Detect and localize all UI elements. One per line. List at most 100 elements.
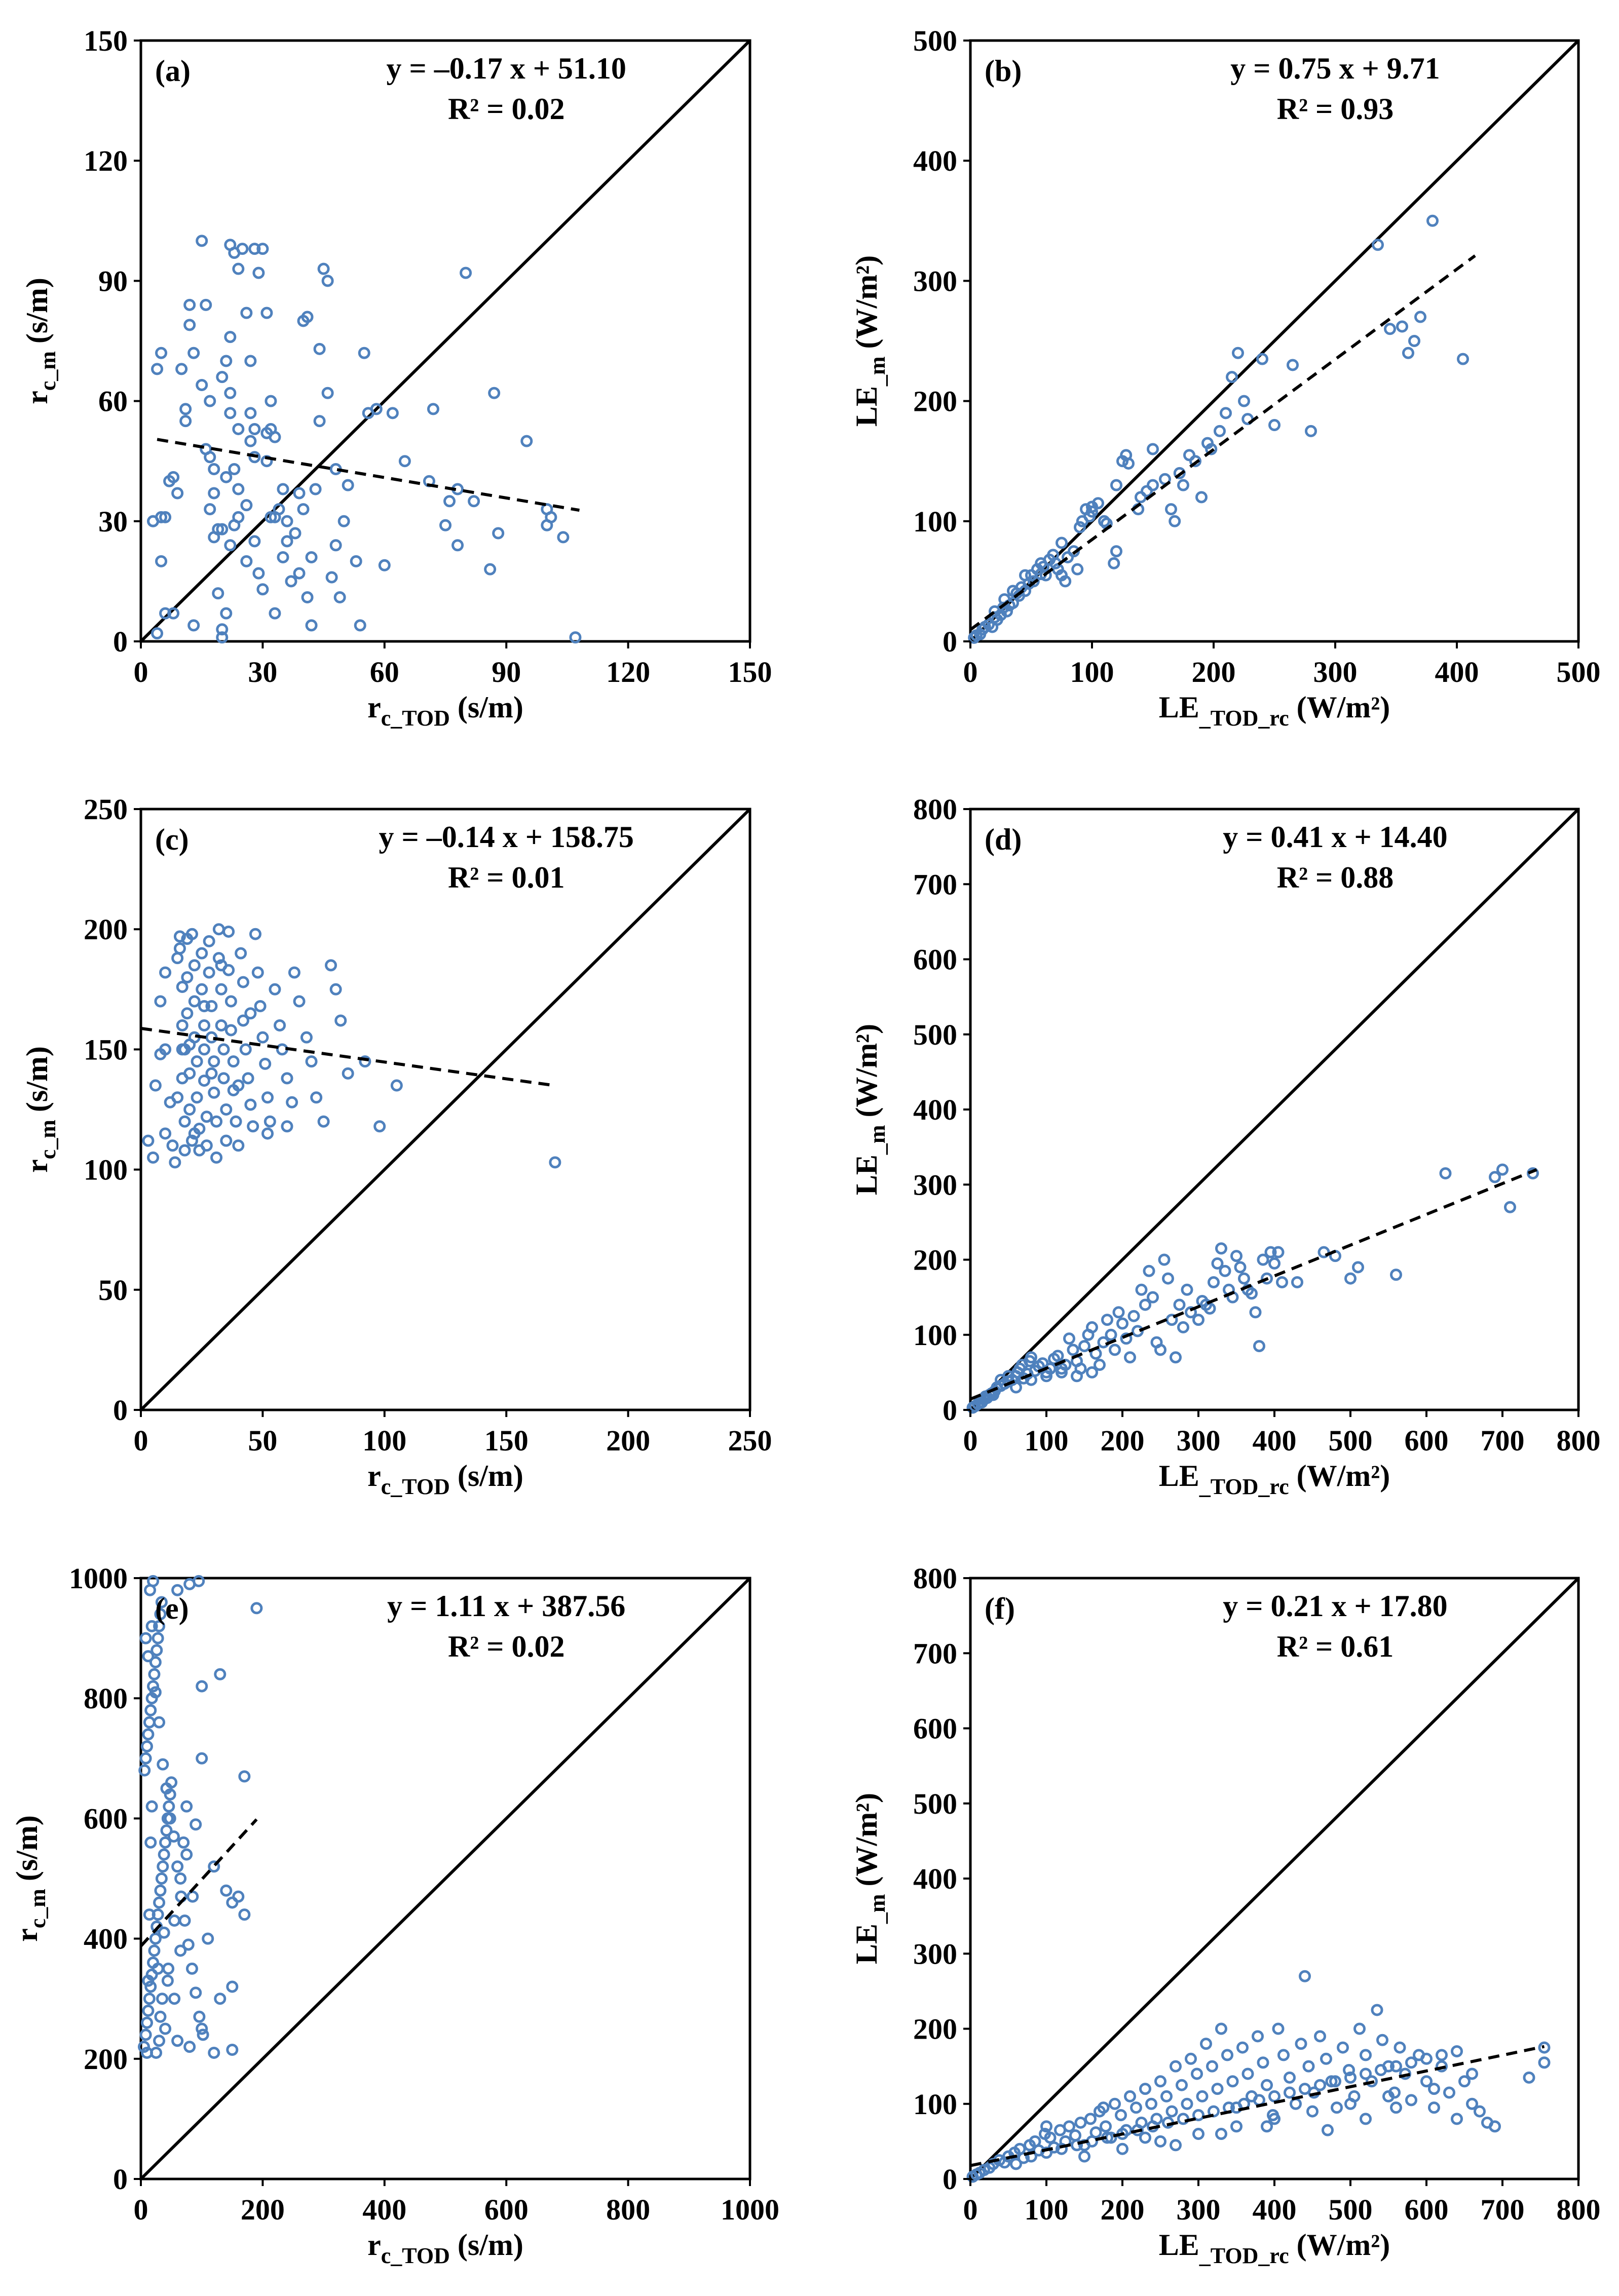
data-point (205, 1000, 218, 1013)
data-point (154, 995, 167, 1008)
data-point (1291, 1276, 1303, 1288)
plot-frame (139, 1577, 751, 2180)
data-point (1160, 2090, 1173, 2102)
data-point (191, 1055, 203, 1068)
data-point (342, 479, 354, 491)
data-point (224, 239, 237, 251)
x-tick-label: 200 (1101, 1424, 1145, 1457)
data-point (220, 471, 233, 483)
data-point (244, 1098, 257, 1111)
y-tick-label: 600 (84, 1802, 128, 1835)
data-point (1314, 2030, 1326, 2043)
data-point (149, 1079, 162, 1092)
data-point (333, 591, 346, 604)
y-tick-label: 200 (84, 913, 128, 946)
trend-line (139, 1818, 258, 1947)
data-point (139, 1752, 152, 1765)
data-point (198, 1019, 211, 1031)
data-point (176, 1019, 189, 1031)
data-point (1176, 2079, 1188, 2091)
x-tick-label: 400 (362, 2193, 406, 2226)
data-point (251, 966, 264, 979)
data-point (370, 403, 383, 415)
data-point (1056, 537, 1068, 549)
data-point (488, 387, 501, 399)
data-points (142, 923, 561, 1169)
regression-equation: y = 0.21 x + 17.80 (1223, 1589, 1447, 1623)
data-point (244, 435, 257, 447)
x-tick-label: 150 (484, 1424, 529, 1457)
data-point (1098, 515, 1110, 527)
x-tick-label: 200 (241, 2193, 285, 2226)
data-point (212, 923, 225, 936)
data-point (1405, 2056, 1417, 2069)
x-axis-label: LE_TOD_rc (W/m²) (1159, 2228, 1390, 2268)
x-axis-label: rc_TOD (s/m) (367, 1459, 523, 1499)
data-point (148, 1944, 161, 1957)
data-point (193, 1575, 205, 1587)
data-point (232, 262, 245, 275)
data-point (1268, 1257, 1281, 1270)
data-point (175, 363, 188, 375)
y-tick-label: 600 (913, 1712, 957, 1745)
data-point (232, 1139, 245, 1152)
data-point (256, 583, 269, 596)
data-point (152, 1632, 164, 1644)
data-point (1236, 2041, 1249, 2054)
data-point (1192, 2109, 1204, 2121)
data-point (239, 1043, 252, 1056)
data-point (1538, 2041, 1551, 2054)
data-point (182, 1938, 195, 1951)
data-point (1322, 2124, 1334, 2136)
data-point (1132, 2124, 1144, 2136)
data-point (158, 1848, 170, 1861)
data-point (186, 1890, 199, 1903)
data-point (259, 1057, 272, 1070)
data-point (1238, 395, 1250, 407)
data-point (427, 403, 439, 415)
x-tick-label: 0 (963, 656, 978, 688)
data-point (176, 981, 189, 993)
data-point (205, 1067, 218, 1080)
data-point (249, 928, 261, 940)
data-point (240, 499, 253, 512)
data-point (147, 1151, 160, 1164)
y-tick-label: 100 (913, 2088, 957, 2121)
data-point (390, 1079, 403, 1092)
y-tick-label: 0 (113, 625, 128, 658)
data-point (342, 1067, 354, 1080)
x-tick-label: 0 (134, 2193, 148, 2226)
data-point (1069, 2129, 1081, 2142)
data-point (196, 2022, 208, 2035)
data-point (337, 515, 350, 527)
data-point (1414, 311, 1426, 323)
plot-frame (139, 808, 751, 1411)
data-point (1191, 2068, 1203, 2080)
data-point (204, 395, 216, 407)
data-point (224, 995, 237, 1008)
data-point (1158, 1253, 1171, 1266)
data-point (1086, 1321, 1098, 1333)
data-point (232, 1890, 245, 1903)
y-tick-label: 90 (98, 264, 128, 297)
data-point (1261, 1272, 1273, 1285)
data-point (1272, 2022, 1285, 2035)
data-point (155, 555, 168, 567)
data-point (1063, 1332, 1075, 1345)
data-point (1169, 515, 1181, 527)
data-point (1092, 497, 1104, 510)
x-tick-label: 600 (484, 2193, 529, 2226)
regression-equation: y = –0.17 x + 51.10 (387, 52, 626, 85)
data-point (248, 243, 261, 255)
y-tick-label: 100 (913, 1319, 957, 1352)
data-point (188, 995, 201, 1008)
x-tick-label: 100 (1070, 656, 1114, 688)
data-point (305, 619, 318, 632)
data-point (1002, 1370, 1014, 1383)
x-tick-label: 1000 (721, 2193, 779, 2226)
data-point (149, 1656, 162, 1669)
panel-c: 0 50 100 150 200 250 0 50 100 150 200 250 rc_TOD (s/… (20, 793, 772, 1499)
data-point (188, 959, 201, 972)
data-point (147, 515, 160, 527)
